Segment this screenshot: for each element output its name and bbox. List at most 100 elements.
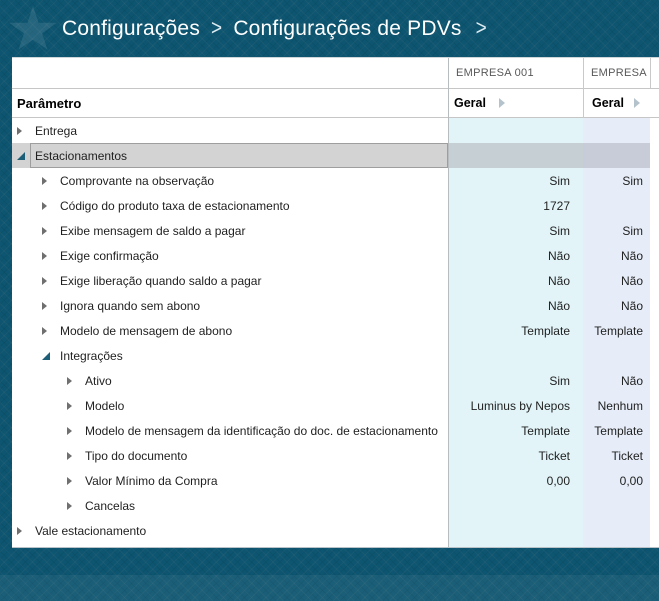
value-cell-empresa-001[interactable] [448,343,583,368]
value-cell-empresa[interactable]: Nenhum [597,398,643,413]
company-header-spacer [12,58,448,88]
column-expand-icon[interactable] [633,98,640,108]
tree-row[interactable]: Tipo do documento Ticket Ticket [12,443,659,468]
value-cell-empresa-001[interactable]: Ticket [538,448,570,463]
value-cell-empresa-001[interactable]: Sim [549,373,570,388]
tree-row[interactable]: Vale estacionamento [12,518,659,543]
value-cell-empresa[interactable]: Template [594,323,643,338]
value-cell-empresa-001[interactable] [448,493,583,518]
value-cell-empresa[interactable]: Sim [622,173,643,188]
tree-row[interactable]: Estacionamentos [12,143,659,168]
tree-row[interactable]: Modelo de mensagem da identificação do d… [12,418,659,443]
value-cell-empresa-001[interactable]: Não [547,298,570,313]
top-bar: Configurações > Configurações de PDVs > [0,0,659,57]
value-cell-empresa-001[interactable]: Sim [549,173,570,188]
value-cell-empresa-001[interactable]: 0,00 [546,473,570,488]
tree-collapsed-icon[interactable] [67,501,72,510]
tree-row[interactable]: Cancelas [12,493,659,518]
parameter-cell[interactable]: Exige confirmação [12,243,448,268]
tree-collapsed-icon[interactable] [67,451,72,460]
value-cell-empresa-001[interactable]: Sim [549,223,570,238]
tree-row[interactable]: Modelo de mensagem de abono Template Tem… [12,318,659,343]
value-cell-empresa-001[interactable]: Não [547,273,570,288]
breadcrumb-item-configuracoes-pdvs[interactable]: Configurações de PDVs [233,16,462,40]
value-cell-empresa-001[interactable]: Luminus by Nepos [470,398,570,413]
parameter-cell[interactable]: Estacionamentos [12,143,448,168]
value-cell-empresa[interactable] [583,343,650,368]
tree-collapsed-icon[interactable] [17,126,22,135]
parameter-cell[interactable]: Vale estacionamento [12,518,448,543]
value-cell-empresa[interactable]: Ticket [611,448,643,463]
tree-collapsed-icon[interactable] [42,326,47,335]
parameter-cell[interactable]: Exige liberação quando saldo a pagar [12,268,448,293]
tree-row[interactable]: Exige liberação quando saldo a pagar Não… [12,268,659,293]
tree-row[interactable]: Código do produto taxa de estacionamento… [12,193,659,218]
parameter-cell[interactable]: Comprovante na observação [12,168,448,193]
value-cell-empresa[interactable]: Sim [622,223,643,238]
breadcrumb-item-configuracoes[interactable]: Configurações [62,16,201,40]
tree-collapsed-icon[interactable] [42,251,47,260]
tree-row[interactable]: Comprovante na observação Sim Sim [12,168,659,193]
tree-collapsed-icon[interactable] [42,226,47,235]
tree-collapsed-icon[interactable] [17,526,22,535]
parameter-label: Exige confirmação [60,248,159,263]
value-cell-empresa[interactable] [583,118,650,143]
value-cell-empresa-001[interactable] [448,143,583,168]
parameter-label: Exibe mensagem de saldo a pagar [60,223,246,238]
tree-expanded-icon[interactable] [42,351,50,360]
value-cell-empresa-001[interactable]: Template [521,323,570,338]
parameter-cell[interactable]: Modelo [12,393,448,418]
parameter-cell[interactable]: Modelo de mensagem de abono [12,318,448,343]
value-cell-empresa[interactable] [583,193,650,218]
tree-row[interactable]: Valor Mínimo da Compra 0,00 0,00 [12,468,659,493]
tree-collapsed-icon[interactable] [67,426,72,435]
tree-expanded-icon[interactable] [17,151,25,160]
column-expand-icon[interactable] [498,98,505,108]
value-cell-empresa[interactable]: Template [594,423,643,438]
scope-label: Geral [454,96,486,110]
tree-row[interactable]: Exige confirmação Não Não [12,243,659,268]
value-column-1-background [449,118,583,547]
tree-row[interactable]: Exibe mensagem de saldo a pagar Sim Sim [12,218,659,243]
tree-row[interactable]: Ativo Sim Não [12,368,659,393]
parameter-cell[interactable]: Entrega [12,118,448,143]
value-cell-empresa-001[interactable]: Não [547,248,570,263]
tree-collapsed-icon[interactable] [42,301,47,310]
tree-collapsed-icon[interactable] [67,476,72,485]
parameter-cell[interactable]: Código do produto taxa de estacionamento [12,193,448,218]
value-cell-empresa[interactable] [583,518,650,543]
parameter-cell[interactable]: Modelo de mensagem da identificação do d… [12,418,448,443]
parameter-cell[interactable]: Valor Mínimo da Compra [12,468,448,493]
tree-row[interactable]: Ignora quando sem abono Não Não [12,293,659,318]
tree-collapsed-icon[interactable] [42,276,47,285]
value-cell-empresa[interactable]: 0,00 [619,473,643,488]
scope-header-geral-1[interactable]: Geral [448,89,583,117]
value-cell-empresa[interactable] [583,493,650,518]
value-cell-empresa[interactable]: Não [620,373,643,388]
value-cell-empresa-001[interactable]: 1727 [543,198,570,213]
value-cell-empresa[interactable] [583,143,650,168]
tree-collapsed-icon[interactable] [42,201,47,210]
parameter-cell[interactable]: Tipo do documento [12,443,448,468]
value-cell-empresa[interactable]: Não [620,273,643,288]
value-cell-empresa-001[interactable]: Template [521,423,570,438]
value-cell-empresa[interactable]: Não [620,248,643,263]
parameter-cell[interactable]: Ignora quando sem abono [12,293,448,318]
tree-collapsed-icon[interactable] [67,401,72,410]
tree-row[interactable]: Integrações [12,343,659,368]
tree-row[interactable]: Entrega [12,118,659,143]
value-cell-empresa-001[interactable] [448,118,583,143]
parameter-cell[interactable]: Exibe mensagem de saldo a pagar [12,218,448,243]
parameter-cell[interactable]: Cancelas [12,493,448,518]
parameter-label: Estacionamentos [35,148,128,163]
tree-row[interactable]: Modelo Luminus by Nepos Nenhum [12,393,659,418]
value-cell-empresa[interactable]: Não [620,298,643,313]
tree-collapsed-icon[interactable] [42,176,47,185]
parameter-cell[interactable]: Integrações [12,343,448,368]
tree-collapsed-icon[interactable] [67,376,72,385]
parameter-cell[interactable]: Ativo [12,368,448,393]
value-cell-empresa-001[interactable] [448,518,583,543]
parameter-label: Cancelas [85,498,136,513]
breadcrumb-chevron-icon: > [475,15,487,40]
scope-header-geral-2[interactable]: Geral [583,89,650,117]
